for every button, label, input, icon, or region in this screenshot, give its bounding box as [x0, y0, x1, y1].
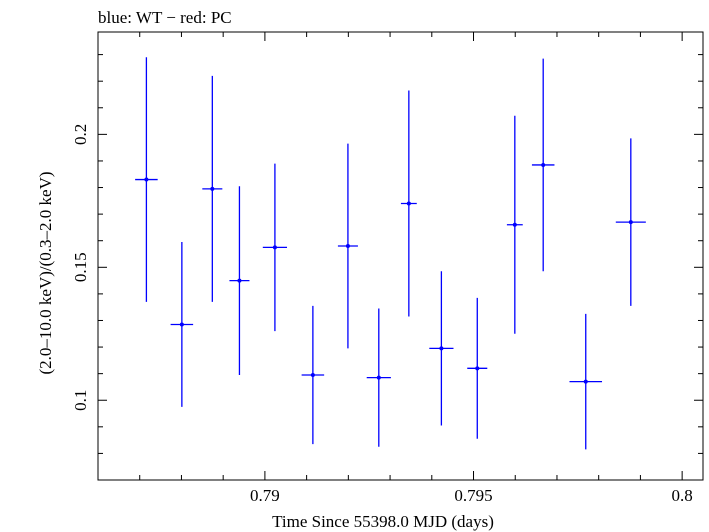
- data-marker: [376, 375, 381, 380]
- y-tick-label: 0.1: [71, 390, 90, 411]
- data-point-8: [366, 308, 391, 447]
- x-axis-label: Time Since 55398.0 MJD (days): [272, 512, 494, 531]
- y-tick-label: 0.15: [71, 252, 90, 282]
- data-point-5: [262, 163, 288, 332]
- y-axis-label: (2.0–10.0 keV)/(0.3–2.0 keV): [36, 171, 55, 374]
- chart-title: blue: WT − red: PC: [98, 8, 232, 27]
- data-marker: [179, 322, 184, 327]
- data-marker: [406, 201, 411, 206]
- data-marker: [144, 177, 149, 182]
- data-marker: [512, 222, 517, 227]
- data-point-13: [531, 58, 555, 272]
- data-marker: [583, 379, 588, 384]
- data-marker: [272, 245, 277, 250]
- data-marker: [475, 366, 480, 371]
- data-point-15: [615, 138, 646, 306]
- data-marker: [628, 220, 633, 225]
- data-point-2: [170, 242, 194, 407]
- axis-ticks: [97, 32, 703, 480]
- data-point-10: [429, 271, 454, 426]
- data-point-1: [135, 57, 158, 302]
- data-point-11: [467, 297, 488, 439]
- data-marker: [345, 244, 350, 249]
- y-tick-label: 0.2: [71, 124, 90, 145]
- data-marker: [541, 162, 546, 167]
- data-marker: [310, 372, 315, 377]
- data-marker: [439, 346, 444, 351]
- plot-frame: [97, 31, 704, 481]
- data-marker: [210, 186, 215, 191]
- data-point-3: [202, 75, 223, 302]
- data-point-6: [301, 305, 325, 445]
- x-tick-label: 0.79: [250, 486, 280, 505]
- x-tick-label: 0.795: [454, 486, 492, 505]
- x-tick-label: 0.8: [672, 486, 693, 505]
- data-point-12: [506, 115, 523, 334]
- data-point-14: [569, 313, 603, 450]
- data-marker: [237, 278, 242, 283]
- data-point-7: [337, 143, 358, 349]
- data-point-4: [229, 186, 250, 375]
- data-point-9: [400, 90, 417, 317]
- data-layer: [135, 57, 646, 450]
- tick-labels: 0.79 0.795 0.8 0.1 0.15 0.2: [71, 124, 693, 505]
